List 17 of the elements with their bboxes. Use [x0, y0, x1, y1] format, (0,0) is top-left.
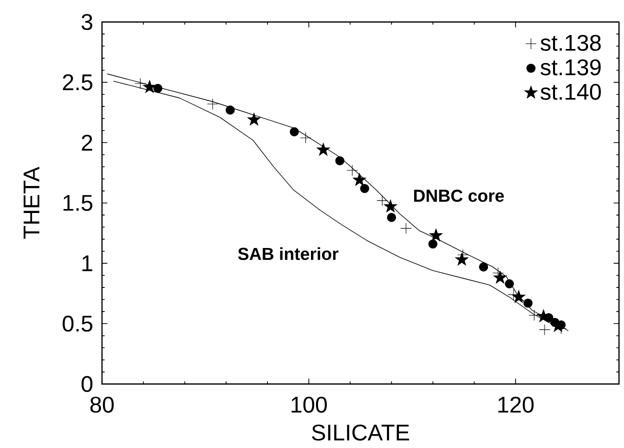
x-tick-label: 100: [292, 396, 327, 413]
legend-label: st.140: [540, 84, 601, 100]
legend-label: st.138: [540, 34, 601, 51]
annotation: DNBC core: [414, 190, 504, 202]
y-tick-label: 2.5: [62, 74, 92, 90]
annotation: SAB interior: [238, 247, 338, 260]
y-tick-label: 0.5: [62, 316, 92, 332]
y-tick-label: 0: [82, 376, 92, 392]
legend-label: st.139: [540, 59, 601, 76]
y-tick-label: 1: [82, 256, 92, 272]
y-tick-label: 2: [82, 134, 92, 151]
x-axis-title: SILICATE: [312, 424, 410, 441]
x-tick-label: 120: [498, 396, 534, 413]
x-tick-label: 80: [90, 396, 114, 413]
y-tick-label: 1.5: [64, 195, 92, 211]
y-axis-title: THETA: [24, 166, 40, 239]
y-tick-label: 3: [82, 14, 92, 30]
